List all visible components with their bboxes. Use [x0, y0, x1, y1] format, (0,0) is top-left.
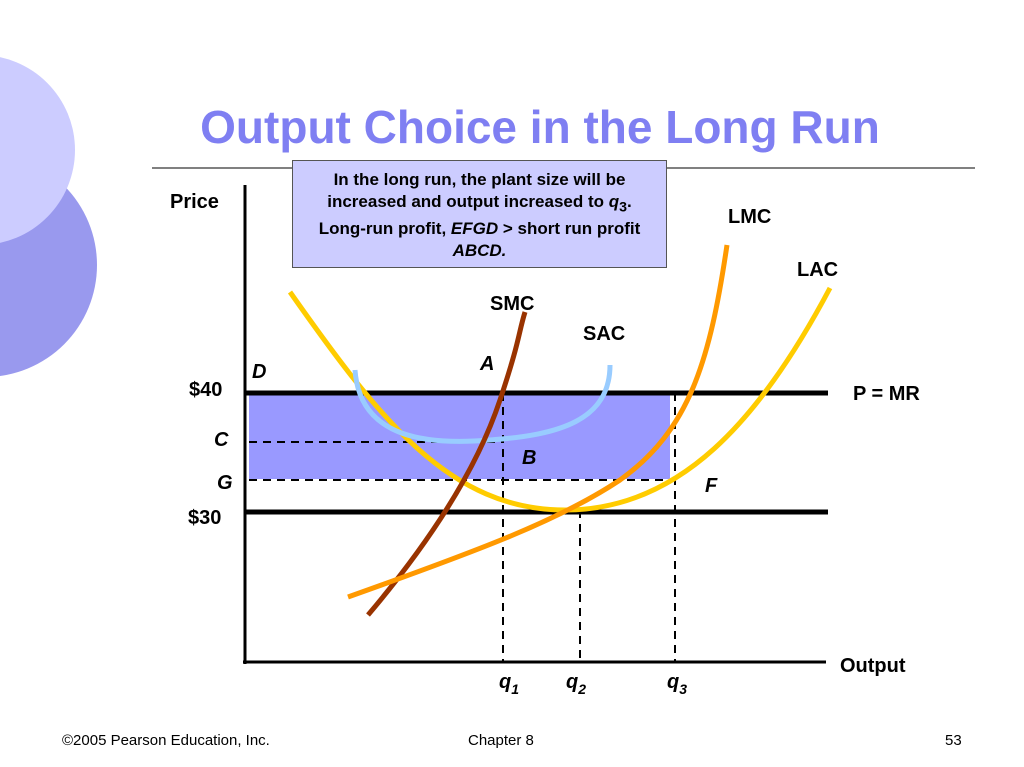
decor-circle [0, 57, 75, 243]
quantity-label: q3 [667, 671, 687, 697]
quantity-label: q1 [499, 671, 519, 697]
footer-left: ©2005 Pearson Education, Inc. [62, 732, 270, 749]
point-label: A [479, 353, 494, 375]
title: Output Choice in the Long Run [200, 101, 880, 153]
quantity-label: q2 [566, 671, 586, 697]
profit-area [249, 393, 670, 479]
footer-right: 53 [945, 732, 962, 749]
point-label: C [214, 429, 229, 451]
point-label: D [252, 361, 266, 383]
quantity-sub: 3 [679, 681, 687, 697]
point-label: B [522, 447, 536, 469]
price-label: $40 [189, 379, 222, 401]
sac-curve [352, 364, 613, 444]
callout: In the long run, the plant size will be … [292, 160, 667, 268]
smc-curve [366, 311, 528, 617]
quantity-sub: 2 [577, 681, 586, 697]
callout-italic: q [608, 192, 620, 211]
curve-label: P = MR [853, 383, 920, 405]
point-label: F [705, 475, 718, 497]
curve-label: LAC [797, 259, 838, 281]
point-label: G [217, 472, 233, 494]
quantity-base: q [499, 671, 511, 693]
callout-text: In the long run, the plant size will be … [327, 170, 626, 211]
curve-label: SMC [490, 293, 534, 315]
quantity-sub: 1 [511, 681, 519, 697]
callout-italic: EFGD [450, 219, 499, 239]
quantity-base: q [566, 671, 578, 693]
lmc-curve [347, 244, 730, 600]
callout-sub: 3 [619, 199, 628, 216]
callout-text: > short run profit [498, 219, 641, 239]
quantity-base: q [667, 671, 679, 693]
x-axis-label: Output [840, 655, 906, 677]
curve-label: SAC [583, 323, 625, 345]
callout-italic: ABCD. [452, 241, 507, 261]
footer-center: Chapter 8 [468, 732, 534, 749]
y-axis-label: Price [170, 191, 219, 213]
curve-label: LMC [728, 206, 771, 228]
price-label: $30 [188, 507, 221, 529]
callout-text: . Long-run profit, [318, 192, 632, 239]
